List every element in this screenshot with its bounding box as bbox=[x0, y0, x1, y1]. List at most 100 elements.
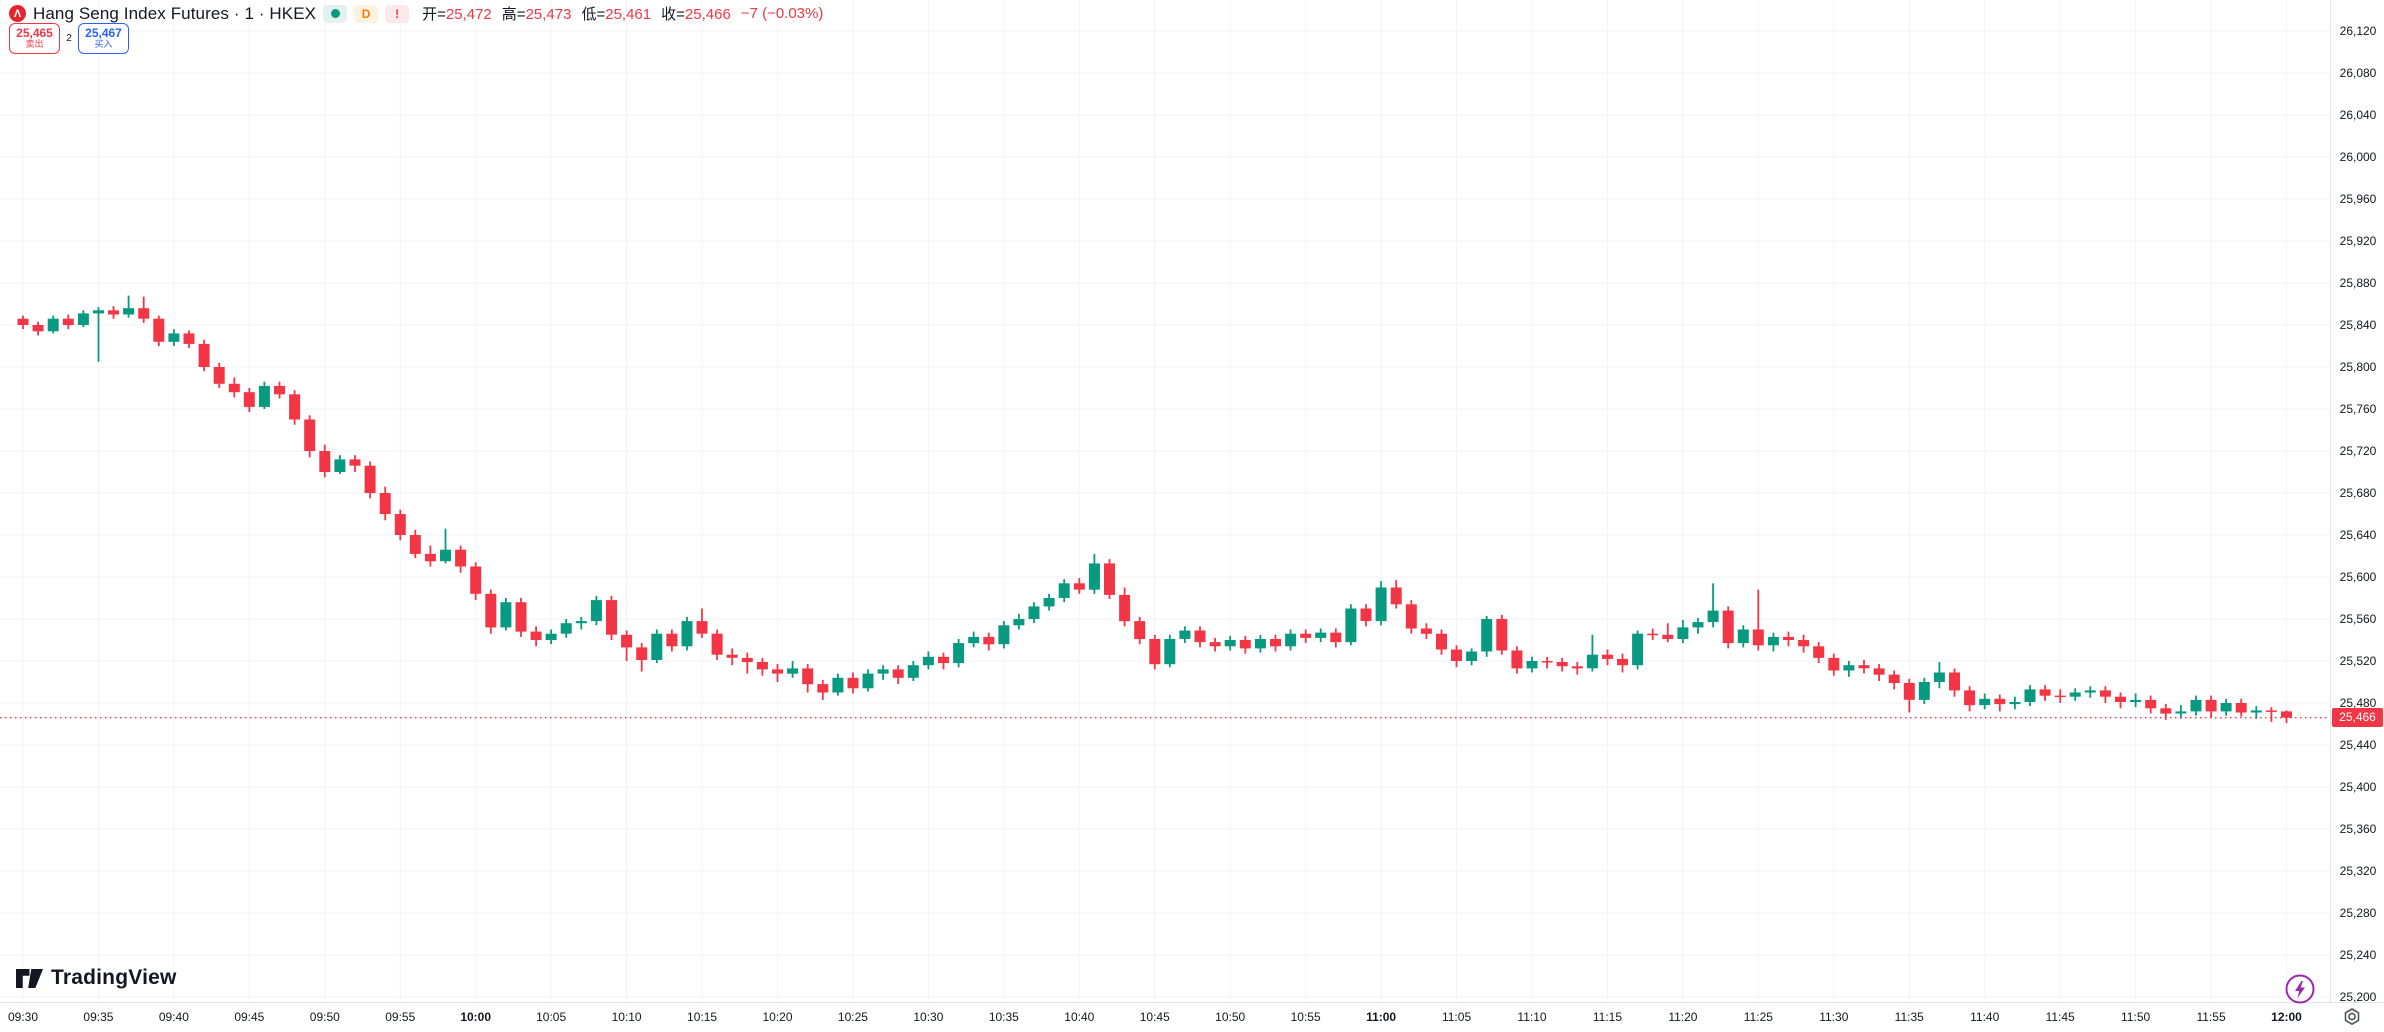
candle[interactable] bbox=[1375, 581, 1387, 626]
candle[interactable] bbox=[1843, 661, 1855, 677]
candle[interactable] bbox=[1239, 635, 1251, 654]
candle[interactable] bbox=[394, 509, 406, 541]
candle[interactable] bbox=[530, 626, 542, 647]
candle[interactable] bbox=[1390, 580, 1402, 609]
candle[interactable] bbox=[862, 669, 874, 692]
candle[interactable] bbox=[138, 296, 150, 323]
candle[interactable] bbox=[1073, 578, 1085, 594]
candle[interactable] bbox=[2115, 692, 2126, 709]
chart-pane[interactable] bbox=[0, 0, 2330, 1002]
candle[interactable] bbox=[1330, 628, 1342, 648]
candle[interactable] bbox=[2009, 696, 2021, 710]
candle[interactable] bbox=[228, 377, 240, 398]
market-status-badge[interactable] bbox=[323, 4, 348, 23]
candle[interactable] bbox=[470, 562, 482, 601]
candle[interactable] bbox=[1858, 660, 1870, 674]
delayed-data-badge[interactable]: D bbox=[354, 4, 379, 23]
candle[interactable] bbox=[696, 608, 708, 638]
candle[interactable] bbox=[741, 652, 753, 674]
candle[interactable] bbox=[1134, 616, 1146, 645]
candle[interactable] bbox=[1300, 629, 1312, 644]
candle[interactable] bbox=[1496, 614, 1508, 655]
candle[interactable] bbox=[1722, 606, 1734, 649]
candle[interactable] bbox=[289, 390, 301, 425]
candle[interactable] bbox=[1873, 664, 1885, 681]
candle[interactable] bbox=[726, 648, 738, 666]
candle[interactable] bbox=[515, 598, 527, 637]
candle[interactable] bbox=[1602, 649, 1613, 666]
candle[interactable] bbox=[2175, 705, 2187, 719]
candle[interactable] bbox=[500, 598, 512, 631]
candle[interactable] bbox=[1707, 583, 1719, 628]
tradingview-logo[interactable]: TradingView bbox=[16, 966, 177, 990]
candle[interactable] bbox=[455, 545, 467, 573]
candle[interactable] bbox=[907, 661, 919, 681]
candle[interactable] bbox=[485, 589, 497, 634]
candle[interactable] bbox=[213, 362, 225, 388]
candle[interactable] bbox=[1828, 653, 1840, 676]
candle[interactable] bbox=[1164, 634, 1176, 668]
candle[interactable] bbox=[2265, 707, 2277, 722]
candle[interactable] bbox=[1436, 629, 1447, 655]
candle[interactable] bbox=[1088, 553, 1100, 594]
candle[interactable] bbox=[1813, 642, 1825, 664]
candle[interactable] bbox=[304, 415, 316, 458]
candle[interactable] bbox=[379, 486, 391, 521]
candle[interactable] bbox=[847, 672, 859, 694]
candle[interactable] bbox=[258, 381, 270, 409]
candle[interactable] bbox=[666, 629, 678, 652]
candle[interactable] bbox=[2054, 689, 2066, 703]
candle[interactable] bbox=[47, 315, 59, 334]
candle[interactable] bbox=[62, 314, 74, 330]
candle[interactable] bbox=[1405, 600, 1417, 634]
candle[interactable] bbox=[334, 455, 346, 475]
candle[interactable] bbox=[1586, 634, 1598, 672]
candle[interactable] bbox=[2039, 685, 2051, 701]
candle[interactable] bbox=[1979, 693, 1991, 710]
candle[interactable] bbox=[2190, 695, 2202, 716]
candle[interactable] bbox=[772, 664, 783, 682]
candle[interactable] bbox=[168, 329, 180, 346]
candle[interactable] bbox=[1179, 626, 1191, 644]
sell-button[interactable]: 25,465 卖出 bbox=[9, 23, 60, 54]
candle[interactable] bbox=[1058, 579, 1070, 603]
alert-badge[interactable]: ! bbox=[385, 4, 410, 23]
candle[interactable] bbox=[817, 679, 829, 700]
candle[interactable] bbox=[243, 388, 255, 413]
candle[interactable] bbox=[440, 528, 451, 564]
candle[interactable] bbox=[1783, 631, 1794, 647]
candle[interactable] bbox=[1285, 629, 1297, 651]
candle[interactable] bbox=[621, 630, 633, 662]
candle[interactable] bbox=[1617, 653, 1628, 673]
candle[interactable] bbox=[968, 631, 980, 648]
candle[interactable] bbox=[1270, 634, 1281, 652]
candle[interactable] bbox=[2220, 698, 2232, 716]
candle[interactable] bbox=[1481, 615, 1493, 657]
candle[interactable] bbox=[1254, 634, 1266, 653]
candle[interactable] bbox=[32, 321, 44, 336]
candle[interactable] bbox=[2024, 685, 2036, 707]
candle[interactable] bbox=[2069, 688, 2081, 701]
candle[interactable] bbox=[1028, 602, 1040, 624]
candle[interactable] bbox=[2145, 695, 2157, 714]
candle[interactable] bbox=[1209, 637, 1221, 652]
candle[interactable] bbox=[1194, 626, 1206, 648]
candle[interactable] bbox=[2250, 706, 2262, 719]
candle[interactable] bbox=[922, 651, 934, 670]
candle[interactable] bbox=[1994, 694, 2006, 712]
candle[interactable] bbox=[1104, 559, 1115, 599]
candle[interactable] bbox=[938, 652, 949, 670]
candle[interactable] bbox=[681, 616, 693, 651]
candle[interactable] bbox=[153, 315, 165, 346]
candle[interactable] bbox=[108, 306, 119, 319]
candle[interactable] bbox=[1949, 668, 1960, 697]
candle[interactable] bbox=[1903, 678, 1915, 713]
candle[interactable] bbox=[1556, 657, 1568, 672]
candle[interactable] bbox=[1526, 656, 1538, 673]
candle[interactable] bbox=[274, 381, 285, 399]
candle[interactable] bbox=[2281, 710, 2292, 723]
boost-button[interactable] bbox=[2284, 973, 2316, 1005]
candle[interactable] bbox=[319, 444, 331, 478]
candle[interactable] bbox=[756, 657, 768, 676]
candle[interactable] bbox=[998, 621, 1010, 649]
